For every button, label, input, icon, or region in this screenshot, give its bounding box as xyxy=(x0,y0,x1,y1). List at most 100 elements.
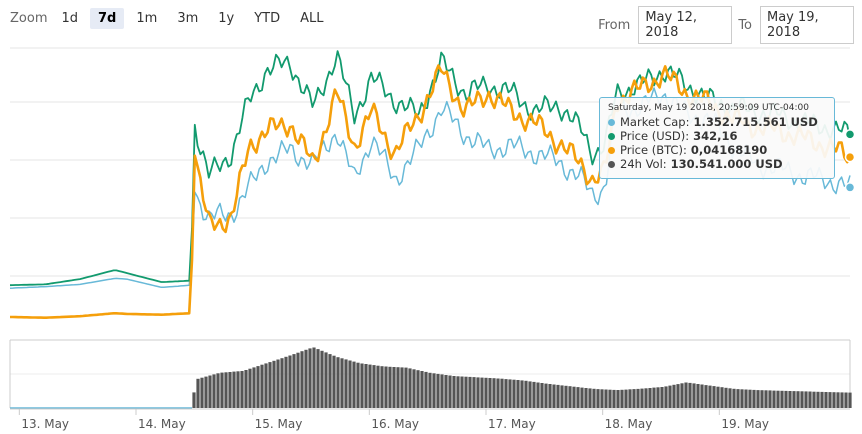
volume-bar xyxy=(600,389,604,408)
volume-bar xyxy=(356,362,360,408)
volume-bar xyxy=(432,373,436,408)
volume-bar xyxy=(316,349,320,408)
tooltip-label: Price (BTC): xyxy=(620,143,687,157)
tooltip-rows: Market Cap: 1.352.715.561 USD Price (USD):… xyxy=(608,115,826,171)
volume-bar xyxy=(772,390,776,408)
tooltip-label: Price (USD): xyxy=(620,129,690,143)
tooltip-label: Market Cap: xyxy=(620,115,690,129)
volume-bar xyxy=(828,392,832,408)
volume-bar xyxy=(308,348,312,408)
zoom-buttons: 1d 7d 1m 3m 1y YTD ALL xyxy=(53,7,335,29)
volume-bar xyxy=(312,347,316,408)
volume-bar xyxy=(640,388,644,408)
volume-bar xyxy=(608,389,612,408)
volume-bar xyxy=(784,390,788,408)
volume-bar xyxy=(404,367,408,408)
volume-bar xyxy=(296,352,300,408)
series-end-marker xyxy=(844,182,856,193)
volume-bar xyxy=(652,387,656,408)
from-date-input[interactable]: May 12, 2018 xyxy=(638,6,733,44)
volume-bar xyxy=(384,366,388,408)
volume-bar xyxy=(524,380,528,408)
volume-bar xyxy=(576,387,580,408)
volume-bar xyxy=(712,386,716,408)
volume-bar xyxy=(800,391,804,408)
volume-bar xyxy=(248,368,252,408)
volume-bar xyxy=(716,386,720,408)
volume-bar xyxy=(500,378,504,408)
tooltip-value: 0,04168190 xyxy=(690,143,768,157)
zoom-button-1m[interactable]: 1m xyxy=(136,10,158,26)
volume-bar xyxy=(288,355,292,408)
volume-bar xyxy=(644,388,648,408)
zoom-button-all[interactable]: ALL xyxy=(300,10,324,26)
volume-bar xyxy=(484,377,488,408)
date-range: From May 12, 2018 To May 19, 2018 xyxy=(598,6,854,44)
volume-bar xyxy=(680,383,684,408)
volume-bar xyxy=(344,359,348,408)
volume-bar xyxy=(552,384,556,408)
volume-bar xyxy=(380,366,384,408)
volume-bar xyxy=(536,382,540,408)
zoom-label: Zoom xyxy=(10,10,48,26)
volume-bar xyxy=(324,352,328,408)
volume-bar xyxy=(448,375,452,408)
zoom-button-1d[interactable]: 1d xyxy=(61,10,79,26)
volume-bar xyxy=(660,387,664,408)
zoom-button-3m[interactable]: 3m xyxy=(177,10,199,26)
volume-bar xyxy=(232,371,236,408)
volume-bar xyxy=(840,392,844,408)
volume-bar xyxy=(816,391,820,408)
volume-bar xyxy=(740,389,744,408)
volume-bar xyxy=(844,392,848,408)
zoom-button-7d[interactable]: 7d xyxy=(90,7,125,29)
volume-bar xyxy=(376,365,380,408)
tooltip-value: 342,16 xyxy=(693,129,738,143)
volume-bar xyxy=(676,384,680,408)
volume-bar xyxy=(668,385,672,408)
volume-bar xyxy=(256,366,260,408)
zoom-button-ytd[interactable]: YTD xyxy=(254,10,281,26)
volume-bar xyxy=(244,370,248,408)
volume-bar xyxy=(512,379,516,408)
volume-bar xyxy=(264,363,268,408)
volume-bar xyxy=(720,387,724,408)
tooltip-title: Saturday, May 19 2018, 20:59:09 UTC-04:0… xyxy=(608,103,809,113)
volume-bar xyxy=(672,384,676,408)
volume-bar xyxy=(788,391,792,408)
volume-bar xyxy=(464,376,468,408)
volume-bar xyxy=(488,378,492,408)
volume-bar xyxy=(224,372,228,408)
volume-bar xyxy=(572,386,576,408)
volume-bar xyxy=(444,375,448,408)
volume-bar xyxy=(756,390,760,408)
volume-bar xyxy=(460,376,464,408)
volume-bar xyxy=(736,389,740,408)
tooltip-value: 130.541.000 USD xyxy=(670,157,783,171)
volume-bar xyxy=(556,384,560,408)
x-tick-label: 16. May xyxy=(371,417,419,431)
x-tick-label: 17. May xyxy=(488,417,536,431)
volume-bar xyxy=(664,386,668,408)
volume-bar xyxy=(340,358,344,408)
price-usd-line xyxy=(9,50,851,287)
x-tick-label: 15. May xyxy=(255,417,303,431)
volume-bar xyxy=(560,385,564,408)
to-date-input[interactable]: May 19, 2018 xyxy=(760,6,854,44)
volume-bar xyxy=(588,388,592,408)
volume-bar xyxy=(388,366,392,408)
volume-bar xyxy=(320,350,324,408)
zoom-button-1y[interactable]: 1y xyxy=(218,10,235,26)
x-tick-label: 14. May xyxy=(138,417,186,431)
volume-bar xyxy=(728,388,732,408)
volume-bar xyxy=(516,380,520,408)
x-tick-label: 18. May xyxy=(605,417,653,431)
volume-bar xyxy=(348,360,352,408)
volume-bar xyxy=(836,392,840,408)
volume-bar xyxy=(796,391,800,408)
volume-bar xyxy=(496,378,500,408)
tooltip-row: Price (BTC): 0,04168190 xyxy=(608,143,826,157)
zoom-bar: Zoom 1d 7d 1m 3m 1y YTD ALL xyxy=(10,6,336,30)
volume-bar xyxy=(744,389,748,408)
